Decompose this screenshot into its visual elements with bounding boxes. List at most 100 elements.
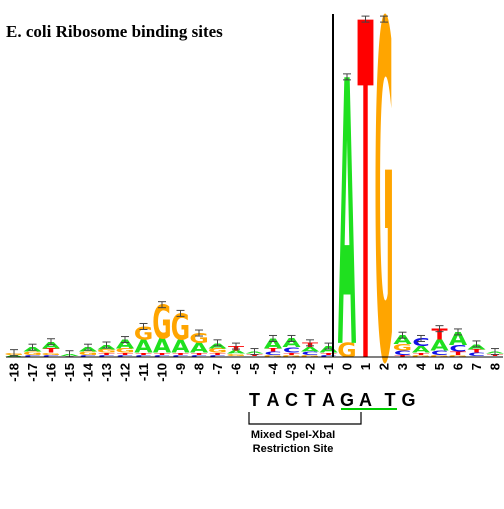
logo-letter-g: G	[411, 354, 430, 358]
logo-letter-a: A	[393, 334, 412, 347]
restriction-site-label-line2: Restriction Site	[252, 443, 334, 455]
position-tick-label: -12	[118, 363, 133, 382]
position-tick-label: 4	[414, 362, 429, 370]
logo-letter-a: A	[301, 346, 320, 353]
logo-letter-a: A	[264, 336, 282, 352]
position-tick-label: -4	[266, 362, 281, 374]
logo-letter-t: T	[394, 354, 411, 358]
sequence-letter: G	[401, 390, 416, 410]
logo-letter-t: T	[283, 352, 300, 356]
logo-letter-t: T	[450, 351, 467, 356]
logo-letter-c: C	[468, 352, 485, 357]
logo-letter-g: G	[393, 342, 412, 353]
logo-letter-c: C	[153, 354, 170, 358]
logo-letter-g: G	[208, 347, 227, 354]
logo-letter-g: G	[41, 352, 60, 356]
logo-letter-c: C	[394, 350, 411, 357]
logo-letter-t: T	[320, 352, 337, 356]
logo-letter-g: G	[430, 354, 449, 358]
logo-letter-a: A	[449, 329, 468, 350]
logo-letter-c: C	[24, 354, 41, 358]
logo-letter-c: C	[135, 354, 152, 358]
position-tick-label: -2	[303, 363, 318, 375]
logo-letter-t: T	[431, 326, 448, 343]
logo-letter-g: G	[152, 296, 171, 350]
sequence-letter: T	[304, 390, 316, 410]
logo-letter-g: G	[300, 354, 319, 358]
logo-letter-c: C	[209, 354, 226, 358]
logo-letter-a: A	[412, 345, 431, 356]
logo-letter-g: G	[23, 351, 42, 356]
logo-title: E. coli Ribosome binding sites	[6, 22, 223, 41]
sequence-letter: T	[249, 390, 260, 410]
logo-letter-g: G	[78, 351, 97, 356]
position-tick-label: -6	[229, 363, 244, 375]
logo-letter-a: A	[171, 336, 190, 357]
position-tick-label: 3	[395, 363, 410, 370]
logo-letter-a: A	[153, 336, 172, 358]
position-tick-label: -5	[247, 363, 262, 375]
logo-letter-t: T	[468, 349, 485, 354]
logo-letter-a: A	[190, 340, 208, 356]
position-tick-label: -18	[7, 363, 22, 382]
logo-letter-c: C	[42, 354, 59, 358]
position-tick-label: -17	[25, 363, 40, 382]
position-tick-label: -1	[321, 363, 336, 375]
logo-letter-c: C	[412, 337, 429, 349]
logo-letter-c: C	[98, 354, 115, 358]
position-tick-label: 6	[451, 363, 466, 370]
position-tick-label: 2	[377, 363, 392, 370]
logo-letter-c: C	[116, 354, 133, 358]
logo-letter-t: T	[135, 352, 152, 356]
logo-letter-a: A	[319, 345, 338, 356]
logo-letter-c: C	[172, 354, 189, 358]
position-tick-label: -15	[62, 363, 77, 382]
sequence-letter: A	[322, 390, 335, 410]
error-bars	[10, 15, 499, 358]
position-ticks: -18 -17 -16 -15 -14 -13 -12 -11 -10 -9 -8 -7 -6 -5 -4-…	[7, 362, 503, 382]
position-tick-label: -9	[173, 363, 188, 375]
logo-letter-g: G	[226, 353, 245, 357]
logo-letter-t: T	[191, 352, 208, 356]
logo-letter-g: G	[282, 354, 301, 358]
logo-letter-t: T	[413, 352, 430, 356]
logo-letter-t: T	[172, 352, 189, 356]
logo-letter-a: A	[282, 337, 301, 350]
logo-letter-t: T	[357, 0, 373, 467]
sequence-letter: C	[285, 390, 298, 410]
position-tick-label: 8	[488, 363, 503, 370]
logo-letter-a: A	[227, 350, 246, 355]
position-tick-label: -10	[155, 363, 170, 382]
logo-letter-g: G	[134, 323, 153, 344]
logo-letter-a: A	[42, 340, 61, 351]
logo-letter-a: A	[116, 338, 135, 351]
logo-letter-t: T	[209, 352, 226, 356]
logo-letter-c: C	[283, 346, 300, 355]
logo-letter-c: C	[79, 354, 96, 358]
logo-letter-g: G	[374, 0, 393, 467]
logo-letter-c: C	[320, 354, 337, 358]
position-tick-label: -13	[99, 363, 114, 382]
logo-letter-g: G	[97, 349, 116, 354]
restriction-site-label-line1: Mixed SpeI-XbaI	[250, 429, 336, 441]
position-tick-label: 7	[469, 363, 484, 370]
sequence-letter: A	[266, 390, 280, 410]
logo-letter-t: T	[265, 348, 282, 353]
logo-letter-t: T	[98, 352, 115, 356]
logo-letter-c: C	[264, 351, 281, 356]
logo-letter-c: C	[431, 350, 448, 357]
position-tick-label: -7	[210, 363, 225, 375]
logo-letter-c: C	[301, 351, 318, 356]
position-tick-label: 5	[432, 363, 447, 370]
sequence-letter: A	[359, 390, 372, 410]
logo-letter-g: G	[171, 308, 190, 349]
logo-letter-a: A	[134, 336, 153, 357]
logo-letter-a: A	[430, 337, 449, 354]
sequence-letter: G	[339, 390, 354, 410]
logo-letter-g: G	[263, 354, 282, 358]
logo-letter-t: T	[117, 352, 134, 356]
position-tick-label: -14	[81, 362, 96, 382]
logo-letter-t: T	[154, 352, 171, 356]
sequence-letter: T	[384, 390, 396, 410]
